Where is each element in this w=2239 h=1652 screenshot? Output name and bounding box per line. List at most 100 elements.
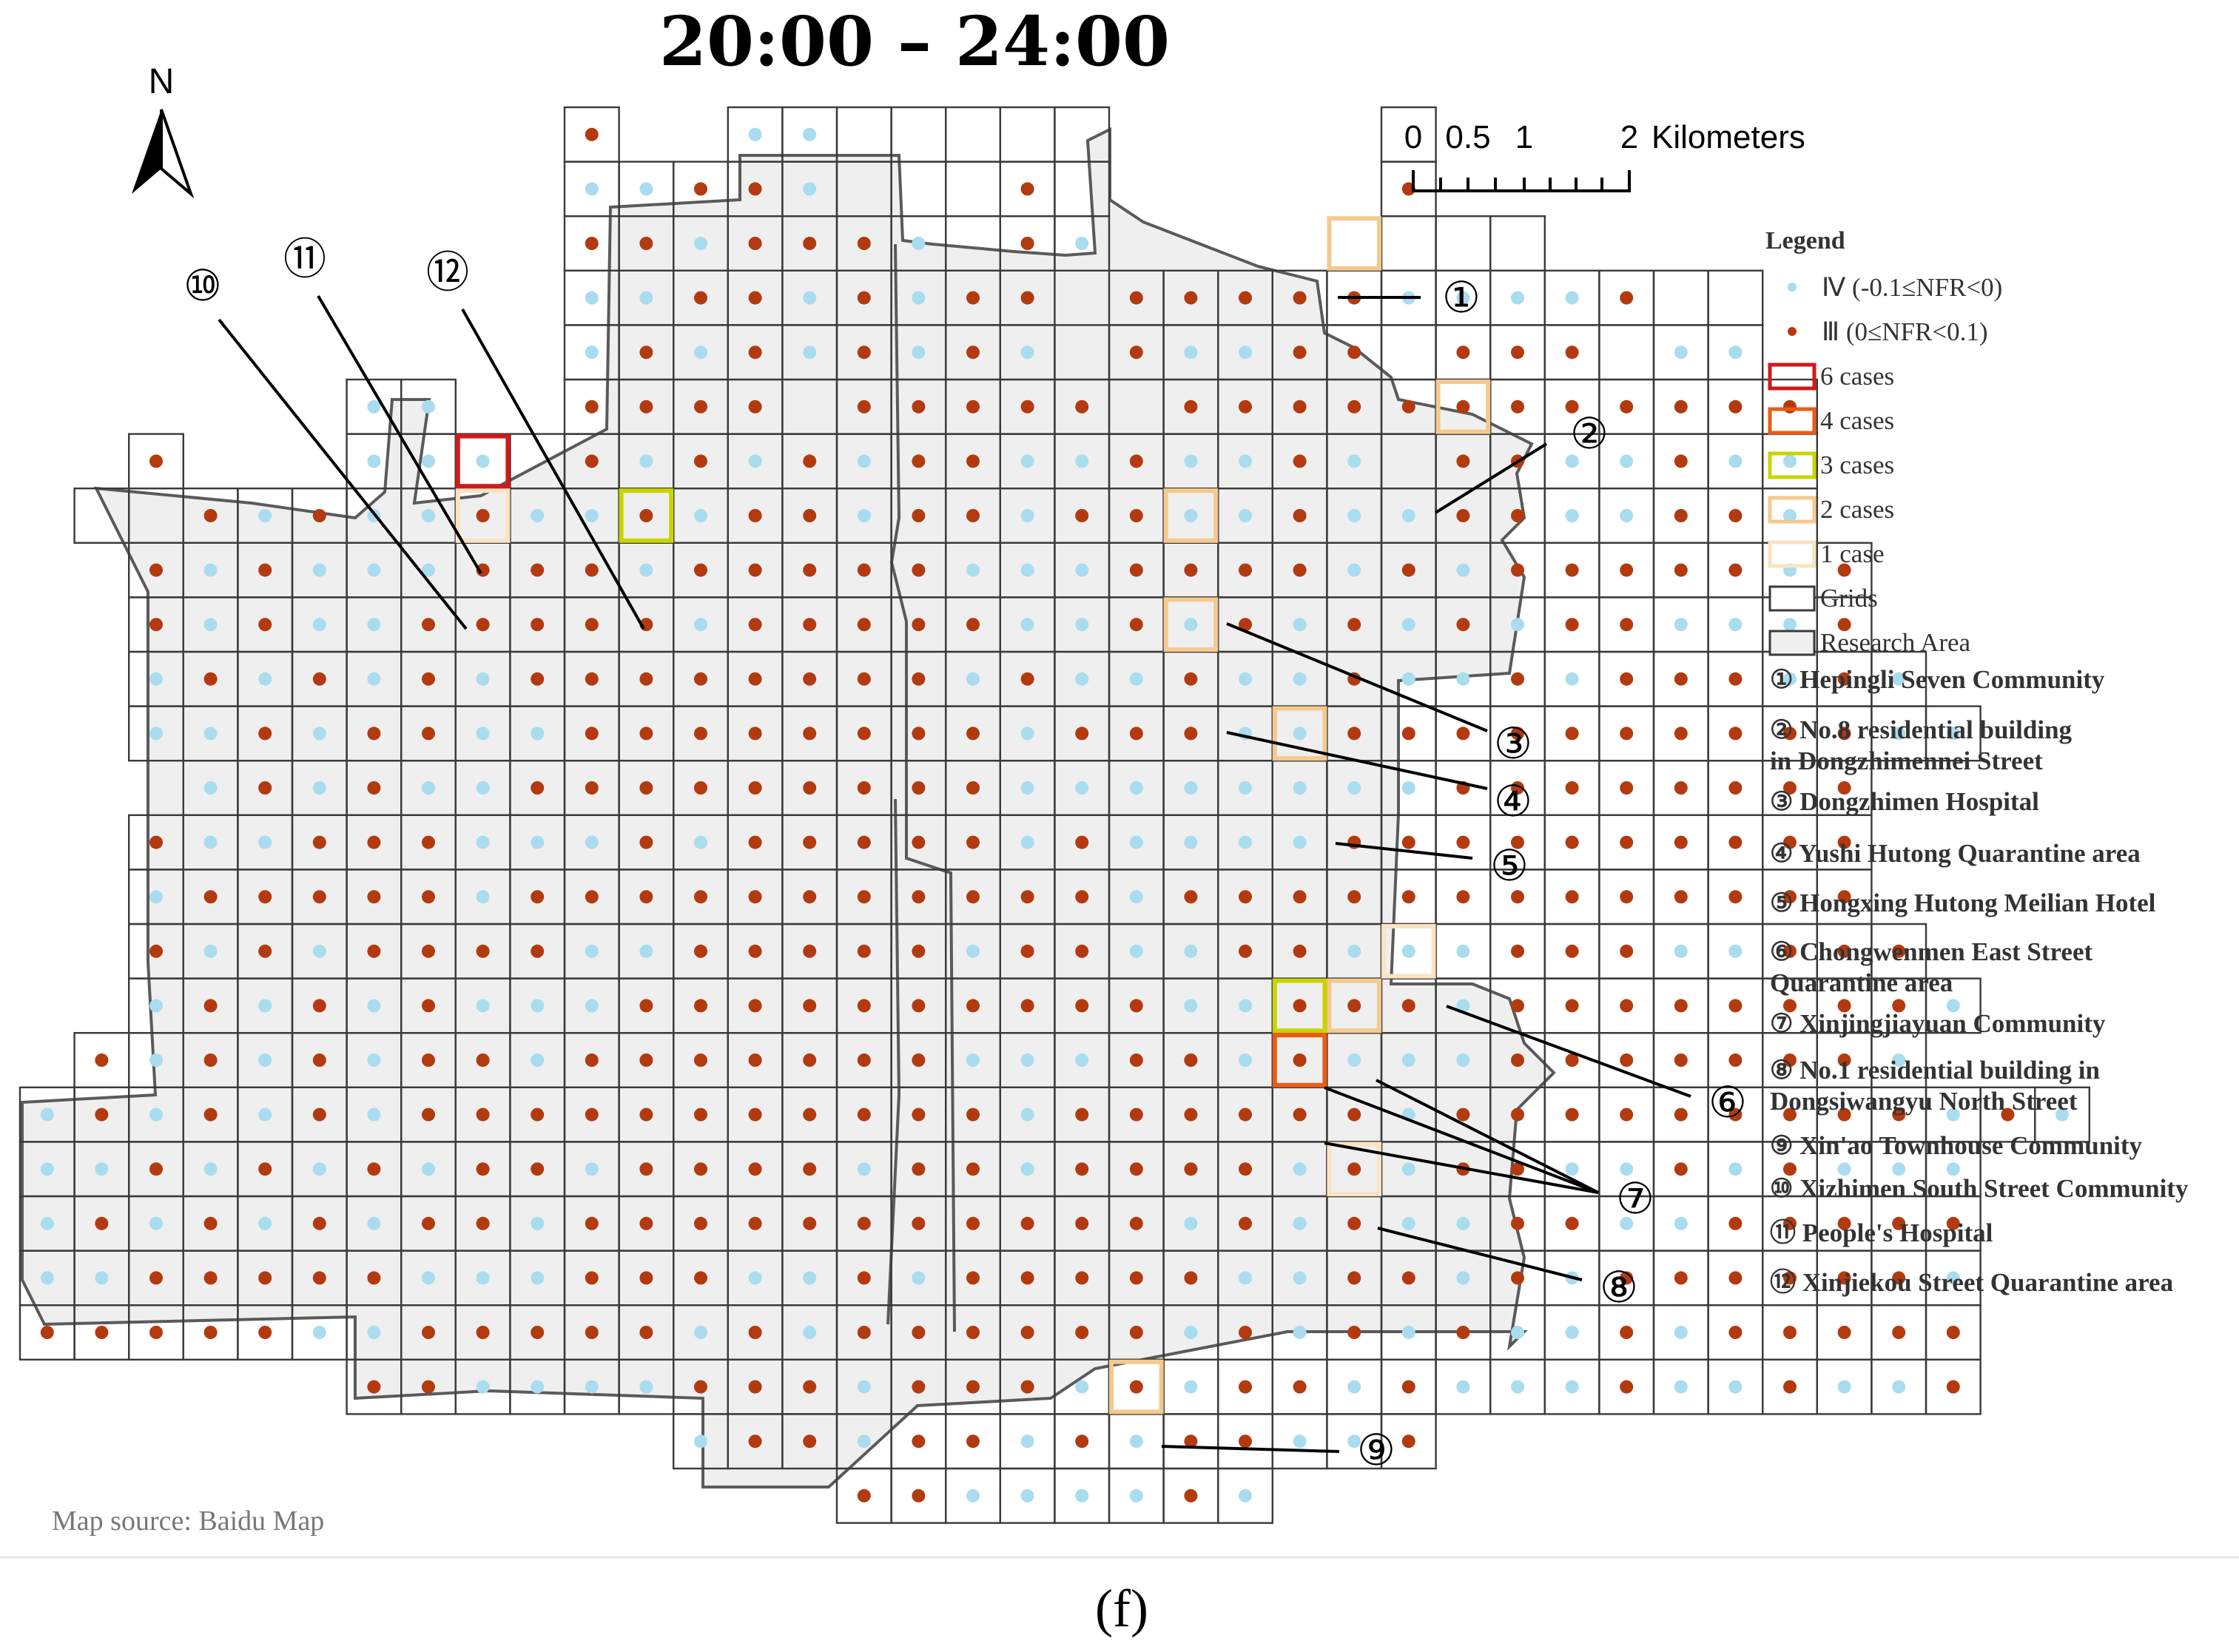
nfr-iii-point <box>1347 618 1361 632</box>
nfr-iii-point <box>476 944 490 958</box>
nfr-iv-point <box>1347 509 1361 522</box>
nfr-iv-point <box>476 835 490 849</box>
nfr-iv-point <box>1239 835 1252 849</box>
site-item: ⑥ Chongwenmen East Street <box>1770 937 2092 966</box>
nfr-iv-point <box>531 1053 545 1067</box>
north-arrow-left-icon <box>132 109 161 194</box>
nfr-iii-point <box>1129 1162 1143 1176</box>
nfr-iii-point <box>1293 399 1307 414</box>
nfr-iv-point <box>1129 1489 1143 1503</box>
nfr-iii-point <box>367 781 381 795</box>
scale-bar: 0 0.5 1 2 Kilometers <box>1404 119 1805 192</box>
nfr-iv-point <box>312 563 326 577</box>
nfr-iii-point <box>1184 1107 1198 1122</box>
nfr-iv-point <box>1184 944 1198 958</box>
nfr-iii-point <box>912 999 926 1013</box>
case-box <box>1272 706 1327 761</box>
nfr-iv-point <box>1129 890 1143 904</box>
callout-number: ⑥ <box>1708 1077 1747 1127</box>
callout-number: ④ <box>1494 776 1532 826</box>
callout-leader-line <box>317 294 482 575</box>
nfr-iv-point <box>95 1271 109 1285</box>
nfr-iii-point <box>1511 399 1524 414</box>
nfr-iii-point <box>422 1107 435 1122</box>
nfr-iii-point <box>149 618 163 632</box>
nfr-iii-point <box>966 835 980 849</box>
nfr-iii-point <box>1511 563 1524 577</box>
nfr-iii-point <box>476 509 490 522</box>
nfr-iii-point <box>694 999 707 1013</box>
nfr-iii-point <box>748 291 762 305</box>
nfr-iv-point <box>531 999 545 1013</box>
case-box <box>1272 1033 1327 1088</box>
nfr-iii-point <box>1565 890 1579 904</box>
nfr-iii-point <box>1892 1216 1906 1230</box>
nfr-iii-point <box>1728 399 1743 414</box>
legend-grids-label: Grids <box>1820 584 1878 613</box>
nfr-iii-point <box>748 1053 762 1067</box>
nfr-iii-point <box>1456 726 1470 741</box>
grid-cell <box>944 106 1001 163</box>
nfr-iv-point <box>1293 1434 1307 1449</box>
nfr-iii-point <box>1565 726 1579 741</box>
nfr-iii-point <box>1837 835 1851 849</box>
nfr-iv-point <box>1293 1326 1307 1339</box>
nfr-iv-point <box>1129 1434 1143 1449</box>
nfr-iii-point <box>258 1271 272 1285</box>
nfr-iii-point <box>531 1326 545 1339</box>
nfr-iii-point <box>258 1326 272 1339</box>
nfr-iii-point <box>1293 1053 1307 1067</box>
nfr-iii-point <box>1293 454 1307 468</box>
nfr-iv-point <box>1129 672 1143 686</box>
nfr-iv-point <box>639 454 653 468</box>
nfr-iii-point <box>1620 999 1634 1013</box>
nfr-iii-point <box>95 1107 109 1122</box>
nfr-iii-point <box>1401 835 1415 849</box>
nfr-iv-point <box>803 1271 817 1285</box>
nfr-iii-point <box>1728 509 1743 522</box>
nfr-iii-point <box>1892 1326 1906 1339</box>
nfr-iii-point <box>1620 672 1634 686</box>
nfr-iv-point <box>1184 345 1198 360</box>
legend-point-iii-icon <box>1788 327 1797 336</box>
nfr-iii-point <box>639 1326 653 1339</box>
nfr-iii-point <box>149 563 163 577</box>
nfr-iii-point <box>203 1107 218 1122</box>
nfr-iv-point <box>1456 563 1470 577</box>
nfr-iii-point <box>639 345 653 360</box>
nfr-iii-point <box>1239 1162 1252 1176</box>
nfr-iii-point <box>585 618 599 632</box>
nfr-iii-point <box>149 454 163 468</box>
scale-label-1: 1 <box>1515 119 1533 155</box>
nfr-iv-point <box>748 127 762 141</box>
nfr-iii-point <box>1837 890 1851 904</box>
callout-number: ⑦ <box>1616 1173 1654 1224</box>
nfr-iii-point <box>1239 944 1252 958</box>
nfr-iii-point <box>1129 1107 1143 1122</box>
nfr-iii-point <box>258 890 272 904</box>
nfr-iii-point <box>203 1053 218 1067</box>
nfr-iv-point <box>476 1380 490 1394</box>
nfr-iv-point <box>258 672 272 686</box>
nfr-iii-point <box>531 944 545 958</box>
nfr-iv-point <box>95 1162 109 1176</box>
nfr-iii-point <box>1674 890 1688 904</box>
nfr-iii-point <box>585 1271 599 1285</box>
nfr-iii-point <box>803 1216 817 1230</box>
nfr-iii-point <box>585 237 599 250</box>
grid-cell <box>1054 215 1111 272</box>
nfr-iv-point <box>1347 944 1361 958</box>
nfr-iii-point <box>476 1053 490 1067</box>
nfr-iv-point <box>258 509 272 522</box>
nfr-iii-point <box>1293 999 1307 1013</box>
nfr-iv-point <box>803 182 817 196</box>
nfr-iii-point <box>476 618 490 632</box>
nfr-iii-point <box>912 890 926 904</box>
nfr-iii-point <box>1565 835 1579 849</box>
case-box <box>1163 488 1219 543</box>
nfr-iii-point <box>1511 345 1524 360</box>
nfr-iii-point <box>803 509 817 522</box>
nfr-iv-point <box>1020 563 1034 577</box>
nfr-iv-point <box>1892 672 1906 686</box>
nfr-iii-point <box>258 781 272 795</box>
